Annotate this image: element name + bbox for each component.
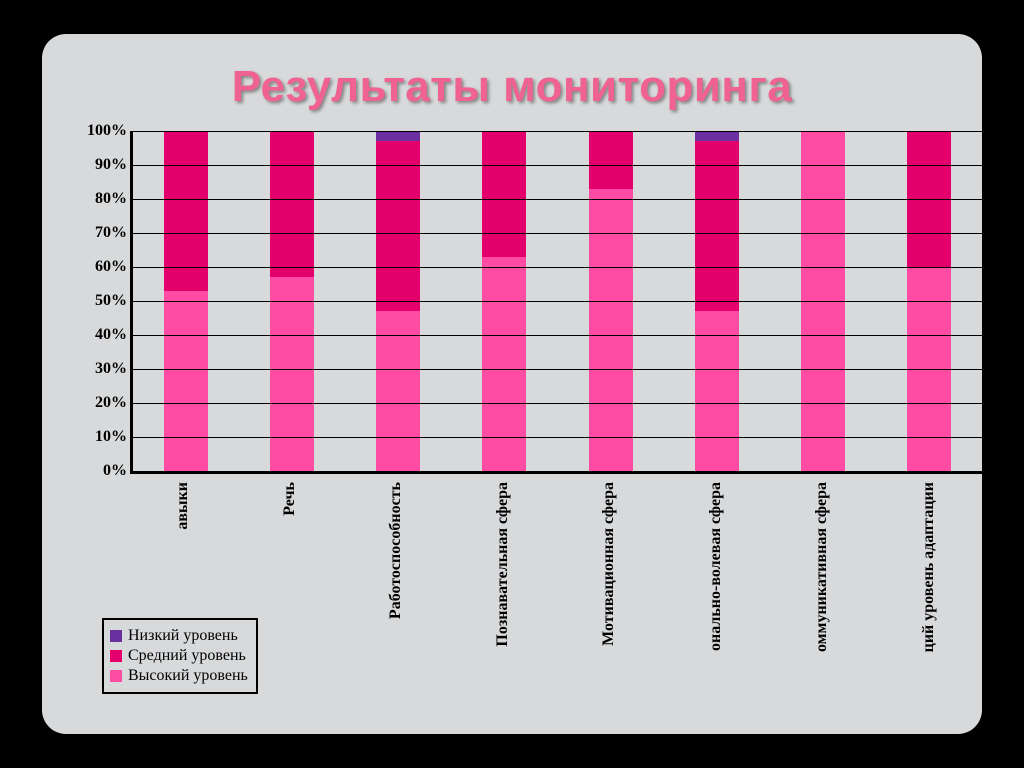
ytick-label: 60%	[72, 258, 127, 276]
legend-swatch	[110, 630, 122, 642]
xlabel-cell: Познавательная сфера	[450, 478, 557, 710]
bar-segment-high	[482, 257, 526, 471]
gridline	[133, 267, 982, 268]
xlabel-cell: Работоспособность	[343, 478, 450, 710]
bar-segment-high	[270, 277, 314, 471]
plot-box	[130, 131, 982, 474]
ytick-label: 30%	[72, 360, 127, 378]
gridline	[133, 437, 982, 438]
xlabel-cell: онально-волевая сфера	[663, 478, 770, 710]
xlabel-text: онально-волевая сфера	[707, 482, 725, 651]
xlabel-cell: Мотивационная сфера	[556, 478, 663, 710]
ytick-label: 80%	[72, 190, 127, 208]
xlabel-text: оммуникативная сфера	[813, 482, 831, 652]
xlabel-text: авыки	[174, 482, 192, 530]
ytick-label: 100%	[72, 122, 127, 140]
bar-segment-high	[589, 189, 633, 471]
legend-label: Высокий уровень	[128, 667, 248, 685]
gridline	[133, 369, 982, 370]
legend-swatch	[110, 670, 122, 682]
gridline	[133, 403, 982, 404]
legend-item-low: Низкий уровень	[110, 626, 248, 646]
slide-panel: Результаты мониторинга 0% 10% 20% 30% 40% 50%…	[42, 34, 982, 734]
legend-swatch	[110, 650, 122, 662]
slide: Результаты мониторинга 0% 10% 20% 30% 40% 50%…	[0, 0, 1024, 768]
ytick-label: 0%	[72, 462, 127, 480]
xlabel-text: Познавательная сфера	[494, 482, 512, 647]
gridline	[133, 165, 982, 166]
xlabel-text: Работоспособность	[387, 482, 405, 619]
chart-area: 0%10%20%30%40%50%60%70%80%90%100% авыкиР…	[72, 128, 982, 712]
legend-item-mid: Средний уровень	[110, 646, 248, 666]
ytick-label: 40%	[72, 326, 127, 344]
ytick-label: 90%	[72, 156, 127, 174]
legend: Низкий уровень Средний уровень Высокий уро…	[102, 618, 258, 694]
slide-title: Результаты мониторинга	[42, 62, 982, 112]
bar-segment-mid	[270, 131, 314, 277]
gridline	[133, 131, 982, 132]
xlabel-text: ций уровень адаптации	[920, 482, 938, 652]
bar-segment-mid	[482, 131, 526, 257]
ytick-label: 20%	[72, 394, 127, 412]
bar-segment-low	[695, 131, 739, 141]
gridline	[133, 233, 982, 234]
xlabel-cell: оммуникативная сфера	[769, 478, 876, 710]
gridline	[133, 301, 982, 302]
xlabel-text: Речь	[281, 482, 299, 516]
legend-label: Низкий уровень	[128, 627, 238, 645]
ytick-label: 10%	[72, 428, 127, 446]
bar-segment-mid	[376, 141, 420, 311]
ytick-label: 50%	[72, 292, 127, 310]
gridline	[133, 199, 982, 200]
bar-segment-mid	[695, 141, 739, 311]
xlabel-text: Мотивационная сфера	[600, 482, 618, 646]
bar-segment-mid	[589, 131, 633, 189]
ytick-label: 70%	[72, 224, 127, 242]
legend-item-high: Высокий уровень	[110, 666, 248, 686]
xlabel-cell: ций уровень адаптации	[876, 478, 983, 710]
gridline	[133, 335, 982, 336]
bar-segment-high	[164, 291, 208, 471]
bar-segment-low	[376, 131, 420, 141]
legend-label: Средний уровень	[128, 647, 246, 665]
